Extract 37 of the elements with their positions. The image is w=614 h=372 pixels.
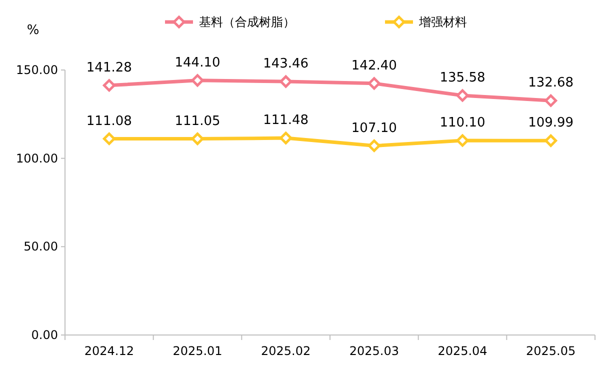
point — [544, 134, 558, 147]
data-label: 111.08 — [86, 114, 132, 129]
y-tick-label: 150.00 — [16, 63, 58, 77]
data-label: 110.10 — [440, 115, 486, 130]
point — [456, 134, 469, 147]
data-label: 142.40 — [351, 58, 397, 74]
data-label: 144.10 — [174, 55, 220, 70]
data-label: 109.99 — [528, 116, 574, 131]
x-tick-label: 2024.12 — [84, 344, 134, 358]
x-tick-label: 2025.01 — [172, 344, 222, 358]
y-axis-title: % — [26, 23, 40, 38]
data-label: 143.46 — [263, 56, 309, 72]
data-label: 107.10 — [351, 120, 397, 136]
data-label: 132.68 — [528, 76, 574, 91]
point — [456, 89, 469, 102]
x-tick-label: 2025.03 — [349, 344, 399, 358]
data-label: 111.48 — [263, 113, 309, 128]
legend-label: 增强材料 — [418, 15, 467, 29]
data-label: 141.28 — [86, 60, 132, 76]
legend-label: 基料（合成树脂） — [199, 15, 295, 29]
x-tick-label: 2025.05 — [526, 344, 576, 358]
data-label: 135.58 — [440, 70, 486, 86]
point — [191, 132, 204, 146]
x-tick-label: 2025.02 — [261, 344, 311, 358]
point — [191, 74, 204, 87]
point — [368, 77, 380, 90]
y-tick-label: 50.00 — [24, 240, 58, 254]
point — [280, 132, 292, 144]
point — [280, 75, 292, 88]
point — [102, 132, 116, 146]
data-label: 111.05 — [174, 114, 220, 129]
point — [368, 140, 380, 152]
x-tick-label: 2025.04 — [438, 344, 488, 358]
point — [102, 79, 116, 92]
point — [544, 94, 558, 107]
y-tick-label: 0.00 — [31, 328, 58, 342]
y-tick-label: 100.00 — [16, 151, 58, 166]
